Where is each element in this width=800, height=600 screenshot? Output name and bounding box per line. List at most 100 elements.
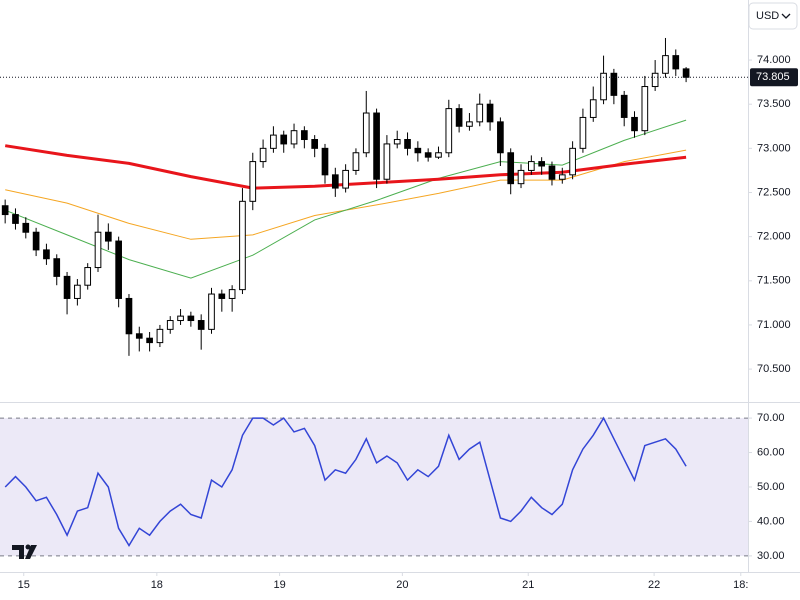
y-tick-label: 40.00 xyxy=(757,515,785,527)
candle-body xyxy=(672,55,680,70)
candle-body xyxy=(528,161,535,171)
candle-body xyxy=(22,222,30,233)
candle-body xyxy=(497,121,504,154)
candle-body xyxy=(63,275,71,299)
y-tick-label: 72.500 xyxy=(757,186,791,198)
candle-body xyxy=(600,72,607,101)
candle-body xyxy=(94,231,102,269)
candle-body xyxy=(455,108,463,127)
candle-body xyxy=(43,249,50,260)
candle-body xyxy=(280,134,288,145)
candle-body xyxy=(517,169,525,185)
candle-body xyxy=(352,152,360,171)
candle-body xyxy=(651,72,659,88)
candle-body xyxy=(414,147,422,154)
x-tick-label: 18: xyxy=(733,579,748,591)
candle-body xyxy=(84,267,92,286)
candle-body xyxy=(589,99,597,118)
candle-body xyxy=(187,315,195,322)
candle-body xyxy=(342,169,349,189)
candle-body xyxy=(466,121,473,127)
x-tick-label: 18 xyxy=(151,579,163,591)
candle-body xyxy=(218,293,226,299)
candle-body xyxy=(393,139,401,145)
candle-body xyxy=(486,103,494,123)
y-tick-label: 71.500 xyxy=(757,275,791,287)
y-tick-label: 72.000 xyxy=(757,231,791,243)
candle-body xyxy=(558,174,566,180)
last-price-box xyxy=(750,68,798,87)
candle-body xyxy=(445,108,453,154)
rsi-band xyxy=(0,418,748,556)
candle-body xyxy=(321,147,329,176)
candle-body xyxy=(435,152,442,158)
tv-logo xyxy=(12,544,37,559)
rsi-line xyxy=(4,416,687,547)
candle-body xyxy=(404,139,411,149)
candle-body xyxy=(135,333,143,339)
candle-body xyxy=(373,112,380,180)
logo-t xyxy=(12,545,24,559)
y-tick-label: 50.00 xyxy=(757,481,785,493)
y-tick-label: 71.000 xyxy=(757,319,791,331)
plot-area xyxy=(1,37,690,356)
candle-body xyxy=(383,143,391,180)
candle-body xyxy=(362,112,370,154)
currency-selector[interactable]: USD xyxy=(748,2,798,30)
candle-body xyxy=(538,161,545,167)
currency-label[interactable]: USD xyxy=(756,10,779,22)
y-tick-label: 73.000 xyxy=(757,142,791,154)
candle-body xyxy=(682,68,690,78)
x-tick-label: 19 xyxy=(273,579,285,591)
candle-body xyxy=(125,297,133,335)
candle-body xyxy=(610,72,618,96)
candle-body xyxy=(239,200,246,291)
candle-body xyxy=(270,134,277,149)
x-tick-label: 21 xyxy=(522,579,534,591)
candle-body xyxy=(579,116,587,149)
candle-body xyxy=(620,94,628,118)
candle-body xyxy=(74,284,81,299)
candle-body xyxy=(156,328,164,344)
candle-body xyxy=(104,231,112,242)
candle-body xyxy=(115,240,122,299)
chevron xyxy=(781,13,791,19)
logo-v xyxy=(25,545,37,559)
candle-body xyxy=(177,315,184,322)
y-tick-label: 70.00 xyxy=(757,412,785,424)
x-tick-label: 15 xyxy=(18,579,30,591)
candle-body xyxy=(476,103,484,123)
candle-body xyxy=(53,258,61,277)
y-tick-label: 30.00 xyxy=(757,550,785,562)
logo-dot xyxy=(25,544,31,550)
candle-body xyxy=(569,147,576,176)
candle-body xyxy=(548,165,556,180)
candle-body xyxy=(1,205,9,216)
last-price-label: 73.805 xyxy=(756,71,790,83)
candle-body xyxy=(424,152,432,158)
candle-body xyxy=(249,161,257,202)
candle-body xyxy=(290,130,298,145)
candle-body xyxy=(331,174,339,189)
x-tick-label: 20 xyxy=(396,579,408,591)
y-tick-label: 73.500 xyxy=(757,98,791,110)
candle-body xyxy=(12,214,19,224)
x-tick-label: 22 xyxy=(648,579,660,591)
candle-body xyxy=(507,152,515,185)
candle-body xyxy=(311,139,319,149)
selector-box[interactable] xyxy=(748,2,798,30)
candle-body xyxy=(146,337,153,344)
candle-body xyxy=(32,231,40,251)
candle-body xyxy=(228,289,236,299)
candle-body xyxy=(641,86,649,132)
candle-body xyxy=(662,55,669,74)
candle-body xyxy=(166,320,174,330)
candle-body xyxy=(301,130,308,141)
y-tick-label: 74.000 xyxy=(757,54,791,66)
candle-body xyxy=(208,293,215,330)
y-tick-label: 60.00 xyxy=(757,446,785,458)
candle-body xyxy=(197,320,205,330)
y-tick-label: 70.500 xyxy=(757,363,791,375)
